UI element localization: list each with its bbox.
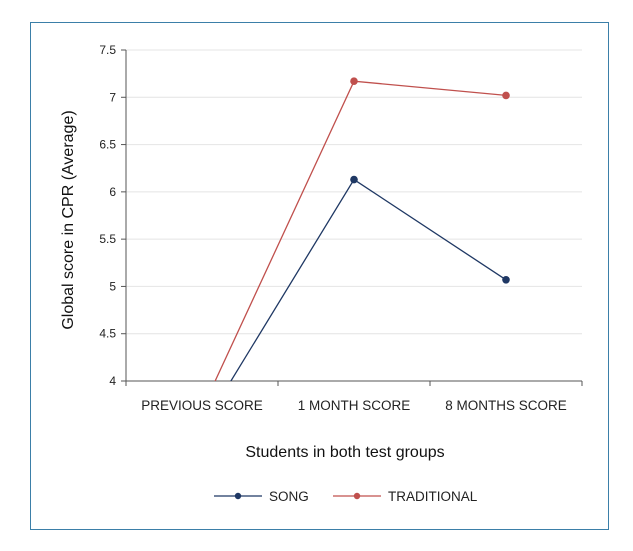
- y-tick-labels: 4 4.5 5 5.5 6 6.5 7 7.5: [99, 43, 116, 388]
- legend-label: TRADITIONAL: [388, 489, 478, 504]
- legend-label: SONG: [269, 489, 309, 504]
- y-tick-label: 6: [109, 185, 116, 199]
- data-point-song: [350, 175, 358, 184]
- y-tick-label: 5.5: [99, 232, 116, 246]
- y-tick-label: 6.5: [99, 138, 116, 152]
- x-tick-label: 8 MONTHS SCORE: [445, 398, 567, 413]
- y-tick-label: 7: [109, 90, 116, 104]
- y-tick-label: 4.5: [99, 327, 116, 341]
- data-point-song: [502, 276, 510, 284]
- data-point-traditional: [502, 91, 510, 100]
- x-axis-title: Students in both test groups: [245, 444, 444, 461]
- y-tick-label: 5: [109, 279, 116, 293]
- y-tick-label: 7.5: [99, 43, 116, 57]
- legend: SONG TRADITIONAL: [214, 489, 478, 504]
- gridlines: [126, 49, 582, 335]
- x-tick-labels: PREVIOUS SCORE 1 MONTH SCORE 8 MONTHS SCOR…: [141, 398, 567, 413]
- series-lines: [214, 80, 507, 381]
- y-axis-title: Global score in CPR (Average): [60, 110, 77, 329]
- series-line-song: [230, 178, 507, 381]
- legend-marker: [234, 492, 242, 500]
- series-line-traditional: [214, 80, 507, 381]
- legend-marker: [353, 492, 361, 500]
- axes: [121, 49, 583, 386]
- data-point-traditional: [350, 77, 358, 86]
- x-tick-label: 1 MONTH SCORE: [298, 398, 411, 413]
- y-tick-label: 4: [109, 374, 116, 388]
- x-tick-label: PREVIOUS SCORE: [141, 398, 263, 413]
- series-markers: [350, 77, 510, 284]
